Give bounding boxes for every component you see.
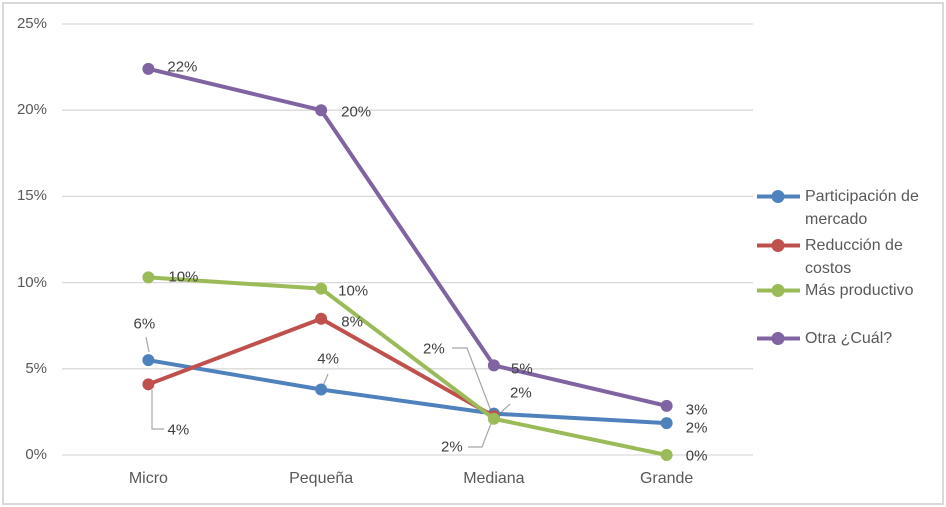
- data-label: 2%: [510, 384, 532, 402]
- data-point-marker: [487, 412, 500, 425]
- data-label: 5%: [511, 360, 533, 378]
- x-category-label: Grande: [639, 470, 694, 487]
- data-point-marker: [142, 378, 155, 391]
- legend-series-marker-icon: [757, 239, 800, 252]
- y-tick-label: 25%: [16, 15, 47, 32]
- legend-label: Participación de mercado: [805, 188, 919, 228]
- data-point-marker: [142, 271, 155, 284]
- data-label: 4%: [317, 350, 339, 368]
- legend-series-marker-icon: [757, 284, 800, 297]
- data-point-marker: [142, 354, 155, 367]
- x-category-label: Micro: [128, 470, 168, 487]
- data-point-marker: [660, 399, 673, 412]
- data-point-marker: [315, 104, 328, 117]
- y-tick-label: 0%: [25, 446, 47, 463]
- y-tick-label: 10%: [16, 273, 47, 291]
- data-label: 10%: [338, 282, 369, 300]
- legend-series-marker-icon: [757, 332, 800, 345]
- data-label: 10%: [168, 268, 199, 286]
- data-point-marker: [660, 449, 673, 461]
- series-line-4: [146, 66, 669, 408]
- legend-label: Más productivo: [805, 282, 914, 299]
- label-leader-line: [145, 336, 150, 353]
- y-tick-label: 20%: [16, 101, 47, 119]
- data-point-marker: [660, 417, 673, 430]
- legend-label: Reducción de costos: [805, 237, 903, 277]
- data-label: 2%: [423, 340, 445, 358]
- data-label: 4%: [167, 421, 190, 439]
- data-point-marker: [315, 282, 328, 295]
- data-label: 2%: [685, 419, 708, 437]
- series-line-3: [146, 275, 669, 457]
- data-point-marker: [487, 359, 500, 372]
- data-label: 3%: [685, 401, 708, 419]
- label-leader-line: [151, 390, 164, 430]
- x-category-label: Mediana: [463, 470, 525, 487]
- data-label: 0%: [685, 447, 708, 465]
- data-label: 20%: [341, 103, 372, 121]
- x-category-label: Pequeña: [289, 470, 354, 487]
- data-point-marker: [142, 62, 155, 75]
- data-label: 2%: [441, 438, 463, 456]
- data-label: 22%: [167, 58, 198, 76]
- y-tick-label: 5%: [25, 359, 47, 377]
- label-leader-line: [322, 373, 329, 387]
- data-point-marker: [315, 312, 328, 325]
- series-line-1: [146, 358, 669, 426]
- data-label: 6%: [133, 315, 156, 333]
- y-tick-label: 15%: [16, 187, 47, 205]
- label-leader-line: [468, 420, 493, 448]
- legend-series-marker-icon: [757, 190, 800, 203]
- label-leader-line: [452, 347, 492, 412]
- legend-label: Otra ¿Cuál?: [805, 330, 893, 347]
- data-point-marker: [315, 383, 328, 396]
- data-label: 8%: [341, 313, 363, 331]
